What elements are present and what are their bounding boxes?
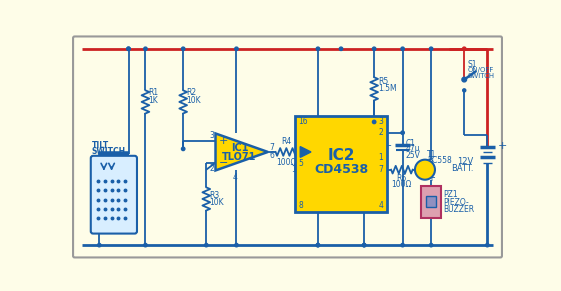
- Circle shape: [339, 47, 343, 50]
- Text: 2: 2: [209, 164, 214, 173]
- Circle shape: [462, 77, 467, 82]
- FancyBboxPatch shape: [91, 156, 137, 234]
- Text: IC1: IC1: [231, 143, 248, 153]
- Text: +: +: [498, 141, 507, 151]
- Text: 12V: 12V: [457, 157, 473, 166]
- Text: IC2: IC2: [327, 148, 355, 163]
- Text: 100Ω: 100Ω: [392, 180, 412, 189]
- Text: 7: 7: [269, 143, 274, 152]
- Text: 2: 2: [379, 128, 383, 137]
- Circle shape: [362, 244, 366, 247]
- Text: +: +: [383, 141, 393, 151]
- Circle shape: [182, 47, 185, 50]
- Circle shape: [316, 244, 320, 247]
- Text: R5: R5: [378, 77, 388, 86]
- Circle shape: [205, 244, 208, 247]
- Text: 10K: 10K: [186, 96, 201, 105]
- Polygon shape: [215, 134, 268, 171]
- Text: BUZZER: BUZZER: [443, 205, 475, 214]
- Text: 10K: 10K: [209, 198, 224, 207]
- Circle shape: [234, 47, 238, 50]
- Text: +: +: [427, 173, 435, 183]
- Text: 3: 3: [209, 131, 214, 140]
- Text: 8: 8: [298, 201, 304, 210]
- Text: 100Ω: 100Ω: [276, 158, 297, 167]
- Text: R1: R1: [149, 88, 159, 97]
- Circle shape: [144, 47, 147, 50]
- Circle shape: [415, 160, 435, 180]
- Text: TILT: TILT: [91, 141, 109, 150]
- Circle shape: [127, 47, 130, 50]
- Circle shape: [373, 47, 376, 50]
- Text: 6: 6: [269, 151, 274, 160]
- Circle shape: [362, 244, 366, 247]
- Circle shape: [182, 147, 185, 150]
- Circle shape: [401, 131, 404, 134]
- Text: 4: 4: [232, 173, 237, 182]
- Text: 7: 7: [379, 165, 383, 174]
- Text: T1: T1: [427, 150, 436, 159]
- Text: BATT.: BATT.: [451, 164, 473, 173]
- Text: SWITCH: SWITCH: [467, 73, 494, 79]
- Text: PZ1: PZ1: [443, 190, 458, 199]
- Bar: [295, 116, 387, 212]
- Circle shape: [463, 78, 466, 81]
- Circle shape: [316, 47, 320, 50]
- Text: 1K: 1K: [149, 96, 158, 105]
- Polygon shape: [300, 147, 311, 157]
- Text: 1N4148: 1N4148: [291, 165, 320, 174]
- Text: +: +: [219, 136, 228, 146]
- Circle shape: [429, 244, 433, 247]
- Text: −: −: [219, 158, 228, 168]
- Text: R2: R2: [186, 88, 196, 97]
- Text: PIEZO-: PIEZO-: [443, 198, 469, 207]
- Text: 16: 16: [298, 118, 309, 126]
- Text: 47μ: 47μ: [406, 144, 420, 153]
- Text: C1: C1: [406, 139, 416, 148]
- FancyBboxPatch shape: [421, 186, 441, 218]
- Circle shape: [401, 244, 404, 247]
- Bar: [426, 196, 436, 207]
- Text: 5: 5: [298, 159, 304, 168]
- FancyBboxPatch shape: [73, 36, 502, 258]
- Circle shape: [486, 244, 489, 247]
- Text: S1: S1: [467, 60, 477, 69]
- Text: R4: R4: [281, 137, 292, 146]
- Text: 4: 4: [379, 201, 383, 210]
- Text: SWITCH: SWITCH: [91, 148, 126, 157]
- Text: 25V: 25V: [406, 150, 421, 159]
- Text: 3: 3: [379, 118, 383, 126]
- Circle shape: [429, 47, 433, 50]
- Circle shape: [144, 244, 147, 247]
- Circle shape: [462, 47, 466, 50]
- Text: 1: 1: [379, 153, 383, 162]
- Text: CD4538: CD4538: [314, 163, 368, 176]
- Circle shape: [98, 244, 101, 247]
- Text: BC558: BC558: [427, 156, 452, 165]
- Circle shape: [234, 244, 238, 247]
- Text: D1: D1: [300, 159, 311, 168]
- Circle shape: [401, 47, 404, 50]
- Text: 1.5M: 1.5M: [378, 84, 397, 93]
- Circle shape: [127, 47, 130, 50]
- Circle shape: [463, 89, 466, 92]
- Text: ON/OFF: ON/OFF: [467, 67, 494, 73]
- Circle shape: [373, 120, 376, 124]
- Circle shape: [316, 244, 320, 247]
- Text: R6: R6: [397, 174, 407, 183]
- Text: R3: R3: [209, 191, 219, 200]
- Text: TLO71: TLO71: [222, 152, 256, 162]
